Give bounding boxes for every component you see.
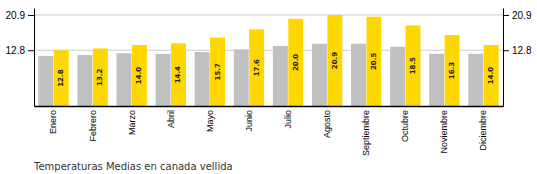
bar-series (54, 15, 499, 106)
plot: 12.8 20.9 12.8 20.9 Enero Febrero Marzo Abril Ma… (6, 9, 532, 157)
tick-mark (28, 50, 34, 51)
tick-label: 12.8 (6, 45, 26, 56)
tick-label: Febrero (88, 110, 98, 142)
bar (38, 56, 53, 106)
axis-line (34, 9, 35, 107)
tick-mark (28, 15, 34, 16)
data-label: 15.7 (214, 63, 222, 80)
tick: Febrero (88, 110, 98, 142)
tick-label: Octubre (400, 110, 410, 142)
bar (273, 46, 288, 106)
y-axis-right: 12.8 20.9 (503, 9, 532, 107)
tick-label: 12.8 (512, 45, 532, 56)
bar (54, 50, 69, 106)
bar (249, 29, 264, 106)
tick: Noviembre (439, 110, 449, 154)
bar (93, 49, 108, 106)
data-label: 16.3 (448, 62, 456, 79)
tick-label: Julio (283, 110, 293, 129)
data-label: 13.2 (96, 68, 104, 85)
tick-label: 20.9 (512, 10, 532, 21)
data-label: 20.5 (370, 53, 378, 70)
tick: Diciembre (478, 110, 488, 151)
tick-label: Septiembre (361, 110, 371, 156)
axis-line (35, 106, 504, 108)
tick: 12.8 (6, 45, 34, 56)
title: Temperaturas Medias en canada vellida (33, 161, 233, 172)
bars (38, 15, 498, 106)
data-label: 14.0 (487, 67, 495, 84)
bar (195, 52, 210, 106)
tick: Mayo (205, 110, 215, 132)
bar (156, 54, 171, 106)
data-labels: 12.8 13.2 14.0 14.4 15.7 17.6 20.0 20.9 20.5 18.5… (57, 52, 495, 87)
bar (390, 47, 405, 106)
grid (34, 15, 503, 50)
bar (484, 45, 499, 106)
bar (171, 43, 186, 106)
tick-label: Mayo (205, 110, 215, 132)
tick-label: Noviembre (439, 110, 449, 154)
bar (210, 38, 225, 106)
bar (429, 54, 444, 106)
bar (77, 55, 92, 106)
tick: Enero (48, 110, 58, 134)
bar (445, 35, 460, 106)
tick-label: Enero (48, 110, 58, 134)
bar (234, 49, 249, 106)
tick-label: Agosto (322, 110, 332, 138)
tick: 20.9 (503, 10, 532, 21)
grid-line (34, 14, 503, 15)
tick: Agosto (322, 110, 332, 138)
axis-line (503, 9, 504, 107)
bar (312, 44, 327, 106)
data-label: 20.9 (331, 52, 339, 69)
tick-mark (503, 50, 509, 51)
tick: Octubre (400, 110, 410, 142)
data-label: 14.0 (135, 67, 143, 84)
bar (406, 25, 421, 106)
bar (132, 45, 147, 106)
bar (351, 44, 366, 106)
tick-mark (503, 15, 509, 16)
bar (288, 19, 303, 106)
tick: 12.8 (503, 45, 532, 56)
tick-label: 20.9 (6, 10, 26, 21)
tick-label: Diciembre (478, 110, 488, 151)
data-label: 17.6 (253, 59, 261, 76)
tick: Abril (166, 110, 176, 128)
data-label: 18.5 (409, 57, 417, 74)
bar (327, 15, 342, 106)
data-label: 12.8 (57, 69, 65, 86)
tick: Julio (283, 110, 293, 129)
bar (468, 54, 483, 106)
tick: 20.9 (6, 10, 34, 21)
data-label: 20.0 (292, 54, 300, 71)
y-axis-left: 12.8 20.9 (6, 9, 35, 107)
x-axis: Enero Febrero Marzo Abril Mayo Junio Julio Agos… (35, 107, 504, 157)
data-label: 14.4 (174, 66, 182, 83)
bar (366, 17, 381, 106)
tick: Marzo (127, 110, 137, 135)
chart: 12.8 20.9 12.8 20.9 Enero Febrero Marzo Abril Ma… (0, 0, 537, 174)
tick: Septiembre (361, 110, 371, 156)
tick-label: Marzo (127, 110, 137, 135)
tick: Junio (244, 110, 254, 132)
tick-label: Abril (166, 110, 176, 128)
bar (117, 53, 132, 106)
tick-label: Junio (244, 110, 254, 132)
